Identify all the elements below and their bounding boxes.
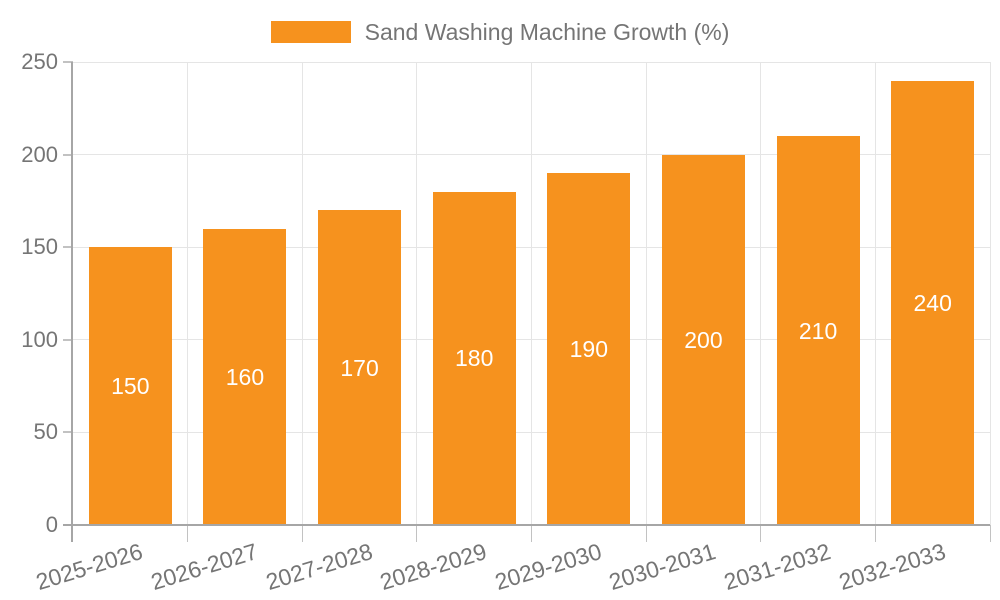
x-axis-category-label: 2027-2028 <box>262 538 376 596</box>
y-axis-tick <box>63 61 73 63</box>
y-axis-tick-label: 0 <box>45 512 58 537</box>
x-axis-tick <box>874 525 876 542</box>
v-gridline <box>416 62 418 525</box>
bar-2031-2032 <box>776 136 860 526</box>
legend-label: Sand Washing Machine Growth (%) <box>364 19 730 45</box>
x-axis-category-label: 2025-2026 <box>33 538 146 596</box>
x-axis-category-label: 2030-2031 <box>606 538 720 596</box>
bar-2029-2030 <box>547 173 631 526</box>
y-axis-tick <box>63 246 73 249</box>
v-gridline <box>645 62 647 525</box>
y-axis-tick-label: 50 <box>33 419 58 445</box>
bar-value-label: 200 <box>684 326 723 353</box>
y-axis-tick <box>63 153 73 156</box>
bar-value-label: 210 <box>798 317 838 344</box>
x-axis-tick <box>760 525 762 542</box>
x-axis-tick <box>416 525 418 542</box>
x-axis-tick <box>989 525 991 542</box>
x-axis-tick <box>645 525 647 542</box>
x-axis-category-label: 2029-2030 <box>491 538 605 596</box>
bar-value-label: 150 <box>111 373 150 400</box>
v-gridline <box>874 62 876 525</box>
y-axis-line <box>71 62 73 542</box>
x-axis-category-label: 2028-2029 <box>376 538 490 596</box>
v-gridline <box>531 62 532 525</box>
x-axis-category-label: 2032-2033 <box>835 538 949 596</box>
bar-2030-2031 <box>661 154 745 526</box>
y-axis-tick-label: 200 <box>21 141 58 167</box>
v-gridline <box>760 62 762 525</box>
bar-2026-2027 <box>203 228 287 526</box>
y-axis-tick-label: 250 <box>21 49 58 74</box>
bar-2027-2028 <box>318 210 402 526</box>
y-axis-tick-label: 100 <box>21 326 58 352</box>
x-axis-tick <box>301 525 303 542</box>
x-axis-tick <box>187 525 189 542</box>
v-gridline <box>989 62 991 525</box>
y-axis-tick <box>63 338 73 341</box>
x-axis-category-label: 2026-2027 <box>147 538 261 596</box>
legend-item[interactable]: Sand Washing Machine Growth (%) <box>270 18 730 46</box>
bar-value-label: 170 <box>340 354 379 381</box>
v-gridline <box>187 62 189 525</box>
bar-value-label: 160 <box>225 363 265 390</box>
x-axis-category-label: 2031-2032 <box>720 538 834 596</box>
bar-value-label: 190 <box>569 336 608 363</box>
legend-swatch <box>270 21 351 43</box>
bar-2025-2026 <box>88 247 172 526</box>
x-axis-tick <box>531 525 532 542</box>
bar-2028-2029 <box>432 191 516 526</box>
legend: Sand Washing Machine Growth (%) <box>0 18 1000 46</box>
bar-value-label: 180 <box>455 345 494 372</box>
y-axis-tick <box>63 431 73 434</box>
bar-2032-2033 <box>891 80 975 526</box>
x-axis-line <box>63 524 990 526</box>
v-gridline <box>301 62 303 525</box>
y-axis-tick-label: 150 <box>21 234 58 260</box>
bar-value-label: 240 <box>913 289 952 316</box>
